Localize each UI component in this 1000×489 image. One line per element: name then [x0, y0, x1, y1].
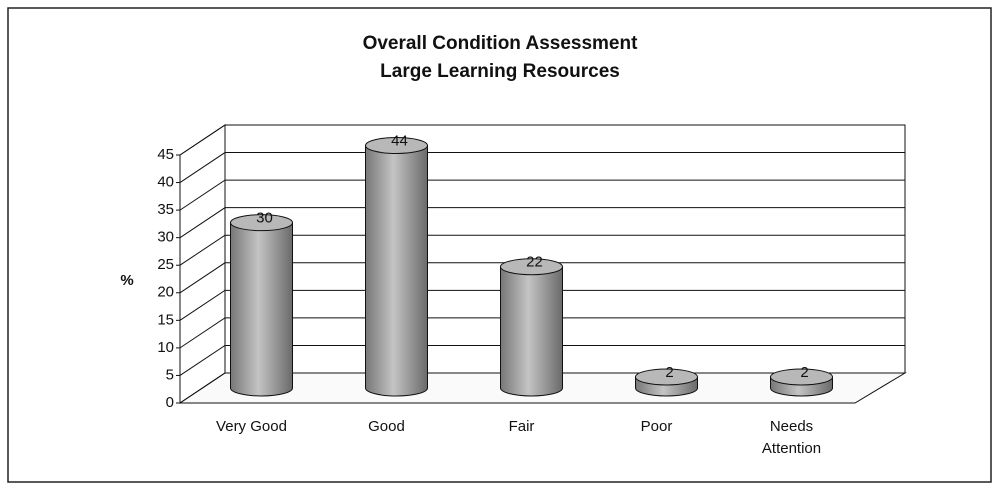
value-label: 2 [800, 364, 808, 381]
x-tick-label-line: Attention [762, 440, 821, 457]
x-tick-label-line: Needs [770, 418, 813, 435]
bar-top [500, 258, 563, 276]
x-tick-label: Good [368, 418, 405, 435]
grid-line [179, 262, 905, 294]
x-tick-label: Fair [509, 418, 535, 435]
bar-body [230, 222, 293, 397]
bar-top [770, 368, 833, 386]
bar-top [365, 137, 428, 155]
grid-line [179, 179, 905, 211]
chart-subtitle: Large Learning Resources [380, 61, 620, 82]
bar [770, 368, 833, 397]
y-tick-label: 35 [157, 201, 174, 218]
y-tick-label: 25 [157, 256, 174, 273]
bar [365, 137, 428, 397]
grid-line [179, 234, 905, 266]
y-tick-label: 5 [166, 366, 174, 383]
bar [500, 258, 563, 397]
value-label: 22 [526, 254, 543, 271]
bar [230, 214, 293, 397]
back-wall [224, 124, 906, 374]
value-label: 30 [256, 210, 273, 227]
x-tick-label: Poor [641, 418, 673, 435]
value-label: 44 [391, 132, 408, 149]
y-tick-label: 45 [157, 146, 174, 163]
y-axis-label: % [120, 272, 133, 289]
bar [635, 368, 698, 397]
grid-line [179, 317, 905, 349]
y-tick-label: 10 [157, 339, 174, 356]
y-tick-label: 40 [157, 174, 174, 191]
chart-title: Overall Condition Assessment [363, 33, 639, 54]
grid-line [179, 289, 905, 321]
y-tick-label: 0 [166, 394, 174, 411]
grid-line [179, 152, 905, 183]
x-tick-label: Very Good [216, 418, 287, 435]
y-tick-label: 20 [157, 284, 174, 301]
grid-line [179, 344, 905, 376]
grid-line [179, 124, 905, 156]
grid-line [179, 207, 905, 239]
x-tick-label: Needs Attention [762, 418, 821, 457]
bar-body [365, 145, 428, 397]
bar-top [230, 214, 293, 232]
bar-body [500, 266, 563, 397]
value-label: 2 [665, 364, 673, 381]
bar-top [635, 368, 698, 386]
side-wall [179, 124, 226, 404]
y-tick-label: 30 [157, 229, 174, 246]
y-tick-label: 15 [157, 311, 174, 328]
